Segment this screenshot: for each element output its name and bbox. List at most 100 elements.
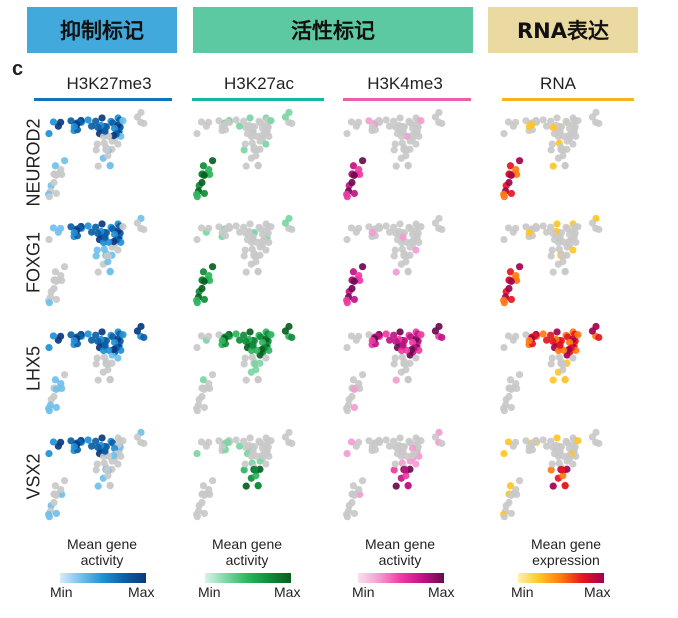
cell-point — [350, 189, 359, 198]
cell-point — [500, 299, 508, 307]
cell-point — [561, 162, 569, 170]
cell-point — [94, 482, 102, 490]
cell-point — [355, 379, 363, 388]
cell-point — [242, 123, 250, 131]
cell-point — [140, 119, 148, 128]
cell-point — [205, 485, 213, 494]
cell-point — [56, 118, 65, 126]
cell-point — [49, 332, 58, 340]
cell-point — [204, 224, 213, 232]
cell-point — [565, 338, 574, 347]
cell-point — [392, 229, 400, 237]
cell-point — [512, 165, 520, 174]
cell-point — [103, 146, 111, 154]
cell-point — [504, 118, 513, 126]
cell-point — [401, 466, 409, 474]
cell-point — [556, 233, 564, 241]
cell-point — [93, 246, 101, 254]
cell-point — [258, 338, 267, 347]
cell-point — [200, 491, 208, 499]
cell-point — [51, 268, 60, 276]
cell-point — [110, 444, 119, 453]
column-underline — [192, 98, 324, 101]
cell-point — [547, 437, 555, 445]
cell-point — [215, 437, 223, 445]
cell-point — [412, 140, 420, 148]
cell-point — [67, 437, 75, 445]
cell-point — [396, 114, 404, 122]
cell-point — [368, 336, 376, 345]
legend-max-label: Max — [128, 584, 155, 600]
cell-point — [60, 477, 69, 485]
legend-title-line: expression — [532, 552, 600, 568]
column-underline — [34, 98, 172, 101]
cell-point — [343, 513, 351, 521]
cell-point — [404, 268, 412, 276]
cell-point — [408, 230, 417, 239]
cell-point — [347, 438, 356, 446]
cell-point — [522, 437, 530, 445]
cell-point — [193, 299, 201, 307]
cell-point — [547, 117, 555, 125]
cell-point — [240, 331, 248, 339]
cell-point — [92, 466, 100, 474]
cell-point — [349, 162, 358, 170]
cell-point — [548, 140, 556, 148]
cell-point — [193, 235, 201, 244]
cell-point — [354, 438, 363, 446]
cell-point — [241, 140, 249, 148]
cell-point — [254, 162, 262, 170]
cell-point — [500, 235, 508, 244]
cell-point — [193, 513, 201, 521]
cell-point — [246, 328, 254, 336]
cell-point — [390, 331, 398, 339]
cell-point — [104, 152, 112, 160]
cell-point — [133, 433, 142, 441]
cell-point — [574, 117, 582, 125]
cell-point — [368, 122, 376, 131]
cell-point — [205, 165, 213, 174]
cell-point — [70, 228, 78, 237]
cell-point — [197, 118, 206, 126]
cell-point — [512, 271, 520, 280]
cell-point — [500, 193, 508, 201]
cell-point — [355, 485, 363, 494]
cell-point — [350, 509, 359, 518]
cell-point — [553, 434, 561, 442]
cell-point — [242, 162, 250, 170]
cell-point — [218, 122, 226, 131]
cell-point — [412, 354, 420, 362]
cell-point — [515, 477, 524, 485]
cell-point — [390, 360, 398, 368]
cell-point — [103, 360, 111, 368]
cell-point — [281, 327, 290, 335]
cell-point — [350, 491, 358, 499]
legend-title: Mean gene activity — [42, 536, 162, 568]
cell-point — [205, 271, 213, 280]
cell-point — [267, 331, 275, 339]
cell-point — [101, 127, 109, 135]
legend-min-label: Min — [511, 584, 534, 600]
cell-point — [49, 438, 58, 446]
cell-point — [193, 407, 201, 415]
cell-point — [391, 354, 399, 362]
cell-point — [246, 220, 254, 228]
cell-point — [408, 338, 417, 347]
cell-point — [119, 223, 127, 231]
cell-point — [347, 118, 356, 126]
cell-point — [349, 482, 358, 490]
cell-point — [200, 403, 209, 412]
cell-point — [350, 277, 358, 285]
cell-point — [386, 228, 394, 236]
cell-point — [343, 449, 351, 458]
cell-point — [547, 360, 555, 368]
cell-point — [543, 122, 551, 130]
cell-point — [547, 252, 555, 260]
legend-title: Mean gene activity — [187, 536, 307, 568]
cell-point — [569, 140, 577, 148]
cell-point — [560, 238, 568, 246]
cell-point — [236, 228, 244, 236]
cell-point — [242, 268, 250, 276]
cell-point — [401, 146, 409, 154]
cell-point — [70, 122, 78, 131]
